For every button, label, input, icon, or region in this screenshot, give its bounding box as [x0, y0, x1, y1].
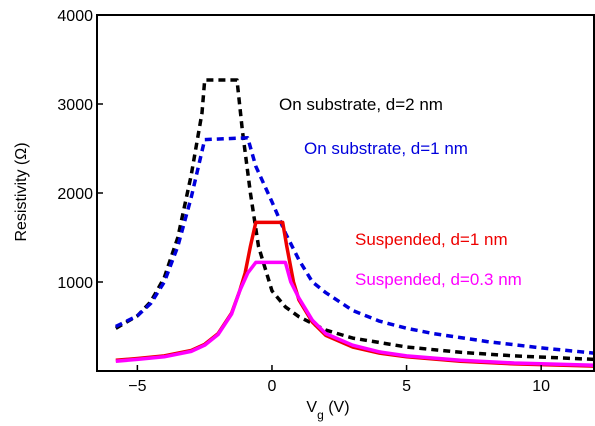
tick-layer: −5 0 5 10 1000 2000 3000 4000	[57, 8, 550, 395]
x-axis-label-main: V	[306, 399, 317, 416]
annotation-suspended-03nm: Suspended, d=0.3 nm	[355, 270, 522, 289]
y-tick-label-0: 1000	[57, 275, 93, 292]
annotation-substrate-2nm: On substrate, d=2 nm	[279, 95, 443, 114]
y-axis-label: Resistivity (Ω)	[13, 142, 30, 241]
x-tick-label-2: 5	[402, 378, 411, 395]
y-tick-label-3: 4000	[57, 8, 93, 25]
x-tick-label-3: 10	[532, 378, 550, 395]
annotation-substrate-1nm: On substrate, d=1 nm	[304, 139, 468, 158]
y-tick-label-1: 2000	[57, 186, 93, 203]
annotation-suspended-1nm: Suspended, d=1 nm	[355, 230, 508, 249]
x-axis-label-subscript: g	[317, 408, 324, 422]
x-axis-label-unit: (V)	[324, 399, 350, 416]
x-axis-label: Vg (V)	[306, 399, 349, 422]
x-tick-label-0: −5	[128, 378, 146, 395]
y-tick-label-2: 3000	[57, 97, 93, 114]
series-line-0	[114, 78, 595, 362]
plot-frame	[96, 14, 595, 372]
series-line-3	[115, 260, 595, 367]
x-tick-label-1: 0	[268, 378, 277, 395]
series-layer	[114, 78, 595, 368]
